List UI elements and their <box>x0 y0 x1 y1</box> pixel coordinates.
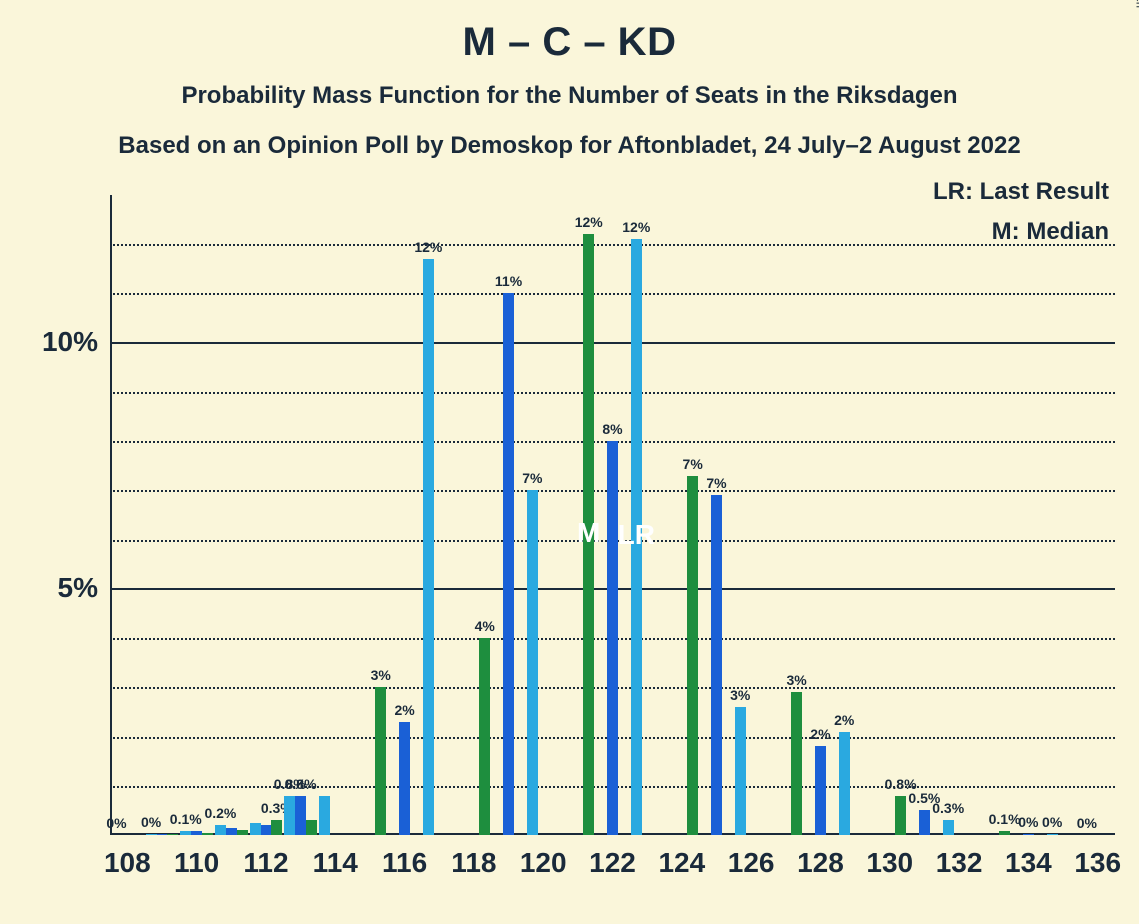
x-tick-label: 126 <box>728 847 775 879</box>
x-tick-label: 120 <box>520 847 567 879</box>
bar <box>479 638 490 835</box>
bar-value-label: 2% <box>394 702 414 718</box>
chart-title: M – C – KD <box>0 20 1139 65</box>
x-tick-label: 134 <box>1005 847 1052 879</box>
chart-subtitle-2: Based on an Opinion Poll by Demoskop for… <box>0 132 1139 160</box>
x-tick-label: 122 <box>589 847 636 879</box>
bar-value-label: 7% <box>522 470 542 486</box>
bar <box>687 476 698 835</box>
bar <box>839 732 850 835</box>
chart-canvas: M – C – KD Probability Mass Function for… <box>0 0 1139 924</box>
bar <box>503 293 514 835</box>
x-tick-label: 108 <box>104 847 151 879</box>
chart-subtitle-1: Probability Mass Function for the Number… <box>0 82 1139 110</box>
x-tick-label: 118 <box>451 847 496 879</box>
bar-value-label: 0% <box>1077 815 1097 831</box>
bar <box>399 722 410 835</box>
bar-value-label: 0% <box>106 815 126 831</box>
x-tick-label: 132 <box>936 847 983 879</box>
bar-value-label: 12% <box>575 214 603 230</box>
bar <box>271 820 282 835</box>
bar-value-label: 0.8% <box>285 776 317 792</box>
x-tick-label: 110 <box>174 847 219 879</box>
bar <box>999 831 1010 835</box>
median-marker: M <box>577 517 600 549</box>
bar-value-label: 2% <box>810 726 830 742</box>
bar <box>250 823 261 835</box>
bar <box>295 796 306 835</box>
bar-value-label: 12% <box>622 219 650 235</box>
bar-value-label: 3% <box>371 667 391 683</box>
grid-minor <box>110 293 1115 295</box>
bar <box>423 259 434 835</box>
grid-major <box>110 342 1115 344</box>
bar-value-label: 2% <box>834 712 854 728</box>
x-tick-label: 114 <box>313 847 358 879</box>
bar-value-label: 8% <box>602 421 622 437</box>
bar <box>306 820 317 835</box>
y-axis <box>110 195 112 835</box>
bar-value-label: 11% <box>495 273 522 289</box>
x-tick-label: 116 <box>382 847 427 879</box>
grid-minor <box>110 392 1115 394</box>
bar <box>1023 834 1034 835</box>
bar-value-label: 0.1% <box>989 811 1021 827</box>
grid-minor <box>110 244 1115 246</box>
bar-value-label: 3% <box>787 672 807 688</box>
y-tick-label: 5% <box>58 572 98 604</box>
bar <box>791 692 802 835</box>
bar <box>157 834 168 835</box>
bar <box>1047 834 1058 835</box>
bar-value-label: 0.2% <box>204 805 236 821</box>
bar-value-label: 0% <box>1018 814 1038 830</box>
bar-value-label: 0.1% <box>170 811 202 827</box>
bar-value-label: 4% <box>475 618 495 634</box>
bar <box>226 828 237 835</box>
bar <box>215 825 226 835</box>
y-tick-label: 10% <box>42 326 98 358</box>
plot-area: 0%0%0.1%0.2%0.3%0.8%0.8%3%2%12%4%11%7%12… <box>110 195 1115 835</box>
bar <box>943 820 954 835</box>
x-tick-label: 136 <box>1074 847 1121 879</box>
bar-value-label: 0% <box>141 814 161 830</box>
bar-value-label: 7% <box>706 475 726 491</box>
bar <box>527 490 538 835</box>
bar <box>711 495 722 835</box>
bar <box>919 810 930 835</box>
bar-value-label: 7% <box>683 456 703 472</box>
bar <box>319 796 330 835</box>
bar-value-label: 0.3% <box>932 800 964 816</box>
bar-value-label: 3% <box>730 687 750 703</box>
last-result-marker: LR <box>618 519 655 551</box>
bar-value-label: 0% <box>1042 814 1062 830</box>
bar-value-label: 0.8% <box>885 776 917 792</box>
bar <box>237 830 248 835</box>
x-tick-label: 128 <box>797 847 844 879</box>
bar <box>191 831 202 835</box>
bar <box>815 746 826 835</box>
bar <box>284 796 295 835</box>
bar <box>375 687 386 835</box>
bar <box>202 833 213 835</box>
bar <box>735 707 746 835</box>
copyright-text: © 2022 Filip van Laenen <box>1133 0 1139 8</box>
bar <box>607 441 618 835</box>
bar <box>146 834 157 835</box>
bar <box>180 831 191 835</box>
x-tick-label: 112 <box>243 847 288 879</box>
bar-value-label: 12% <box>414 239 442 255</box>
x-tick-label: 130 <box>866 847 913 879</box>
bar <box>167 834 178 835</box>
x-tick-label: 124 <box>658 847 705 879</box>
bar <box>261 825 272 835</box>
bar <box>895 796 906 835</box>
